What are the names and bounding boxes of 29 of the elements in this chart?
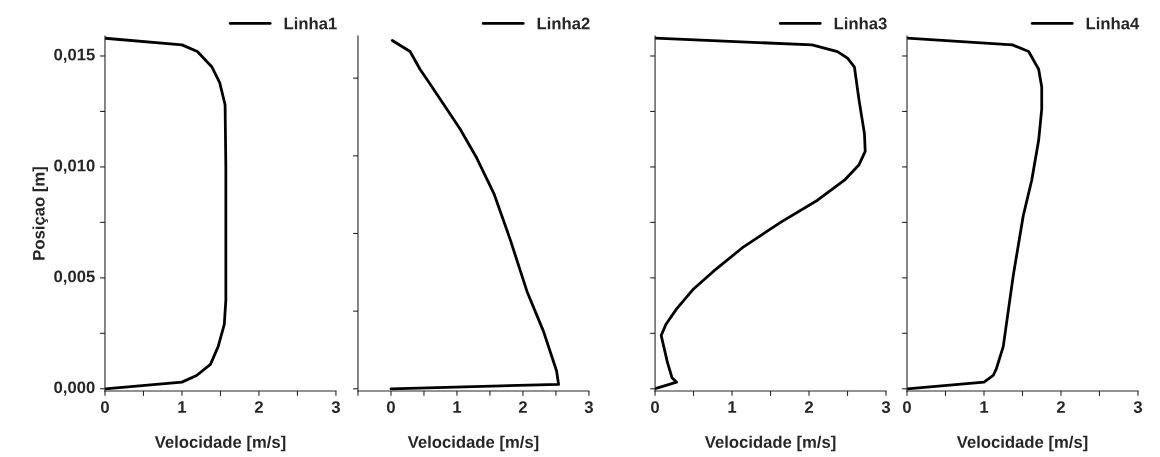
x-axis-title: Velocidade [m/s]	[407, 435, 539, 452]
y-tick-label: 0,015	[54, 48, 95, 63]
x-tick-label: 2	[1056, 401, 1065, 413]
x-tick-label: 0	[101, 401, 109, 413]
x-tick-label: 3	[1133, 401, 1142, 413]
legend-label: Linha1	[284, 17, 337, 30]
x-tick-label: 2	[804, 401, 813, 413]
y-tick-label: 0,000	[54, 381, 95, 396]
x-tick-label: 1	[728, 401, 737, 413]
x-tick-label: 0	[386, 401, 395, 413]
legend-label: Linha4	[1086, 17, 1140, 30]
x-tick-label: 0	[651, 401, 659, 413]
x-tick-label: 3	[331, 401, 340, 413]
x-tick-label: 3	[881, 401, 891, 413]
y-tick-label: 0,010	[54, 159, 95, 174]
x-tick-label: 2	[518, 401, 527, 413]
legend-label: Linha2	[537, 17, 590, 30]
x-tick-label: 2	[254, 401, 263, 413]
x-axis-title: Velocidade [m/s]	[956, 435, 1088, 452]
y-tick-label: 0,005	[54, 270, 95, 285]
x-tick-label: 1	[453, 401, 462, 413]
x-axis-title: Velocidade [m/s]	[704, 435, 836, 452]
y-axis-title: Posiçao [m]	[32, 167, 48, 260]
x-tick-label: 0	[903, 401, 911, 413]
x-tick-label: 1	[980, 401, 989, 413]
x-tick-label: 3	[584, 401, 593, 413]
x-tick-label: 1	[178, 401, 187, 413]
x-axis-title: Velocidade [m/s]	[154, 435, 286, 452]
legend-label: Linha3	[834, 17, 887, 30]
